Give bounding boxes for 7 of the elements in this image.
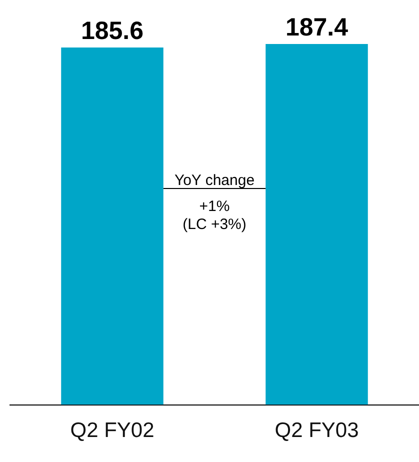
data-label: 187.4 [285,13,348,42]
annotation: YoY change [174,172,255,189]
x-tick-label: Q2 FY03 [274,419,359,442]
x-tick-label: Q2 FY02 [70,419,154,442]
annotation: +1% [199,198,230,215]
data-label: 185.6 [80,16,144,45]
annotation: (LC +3%) [182,216,246,233]
